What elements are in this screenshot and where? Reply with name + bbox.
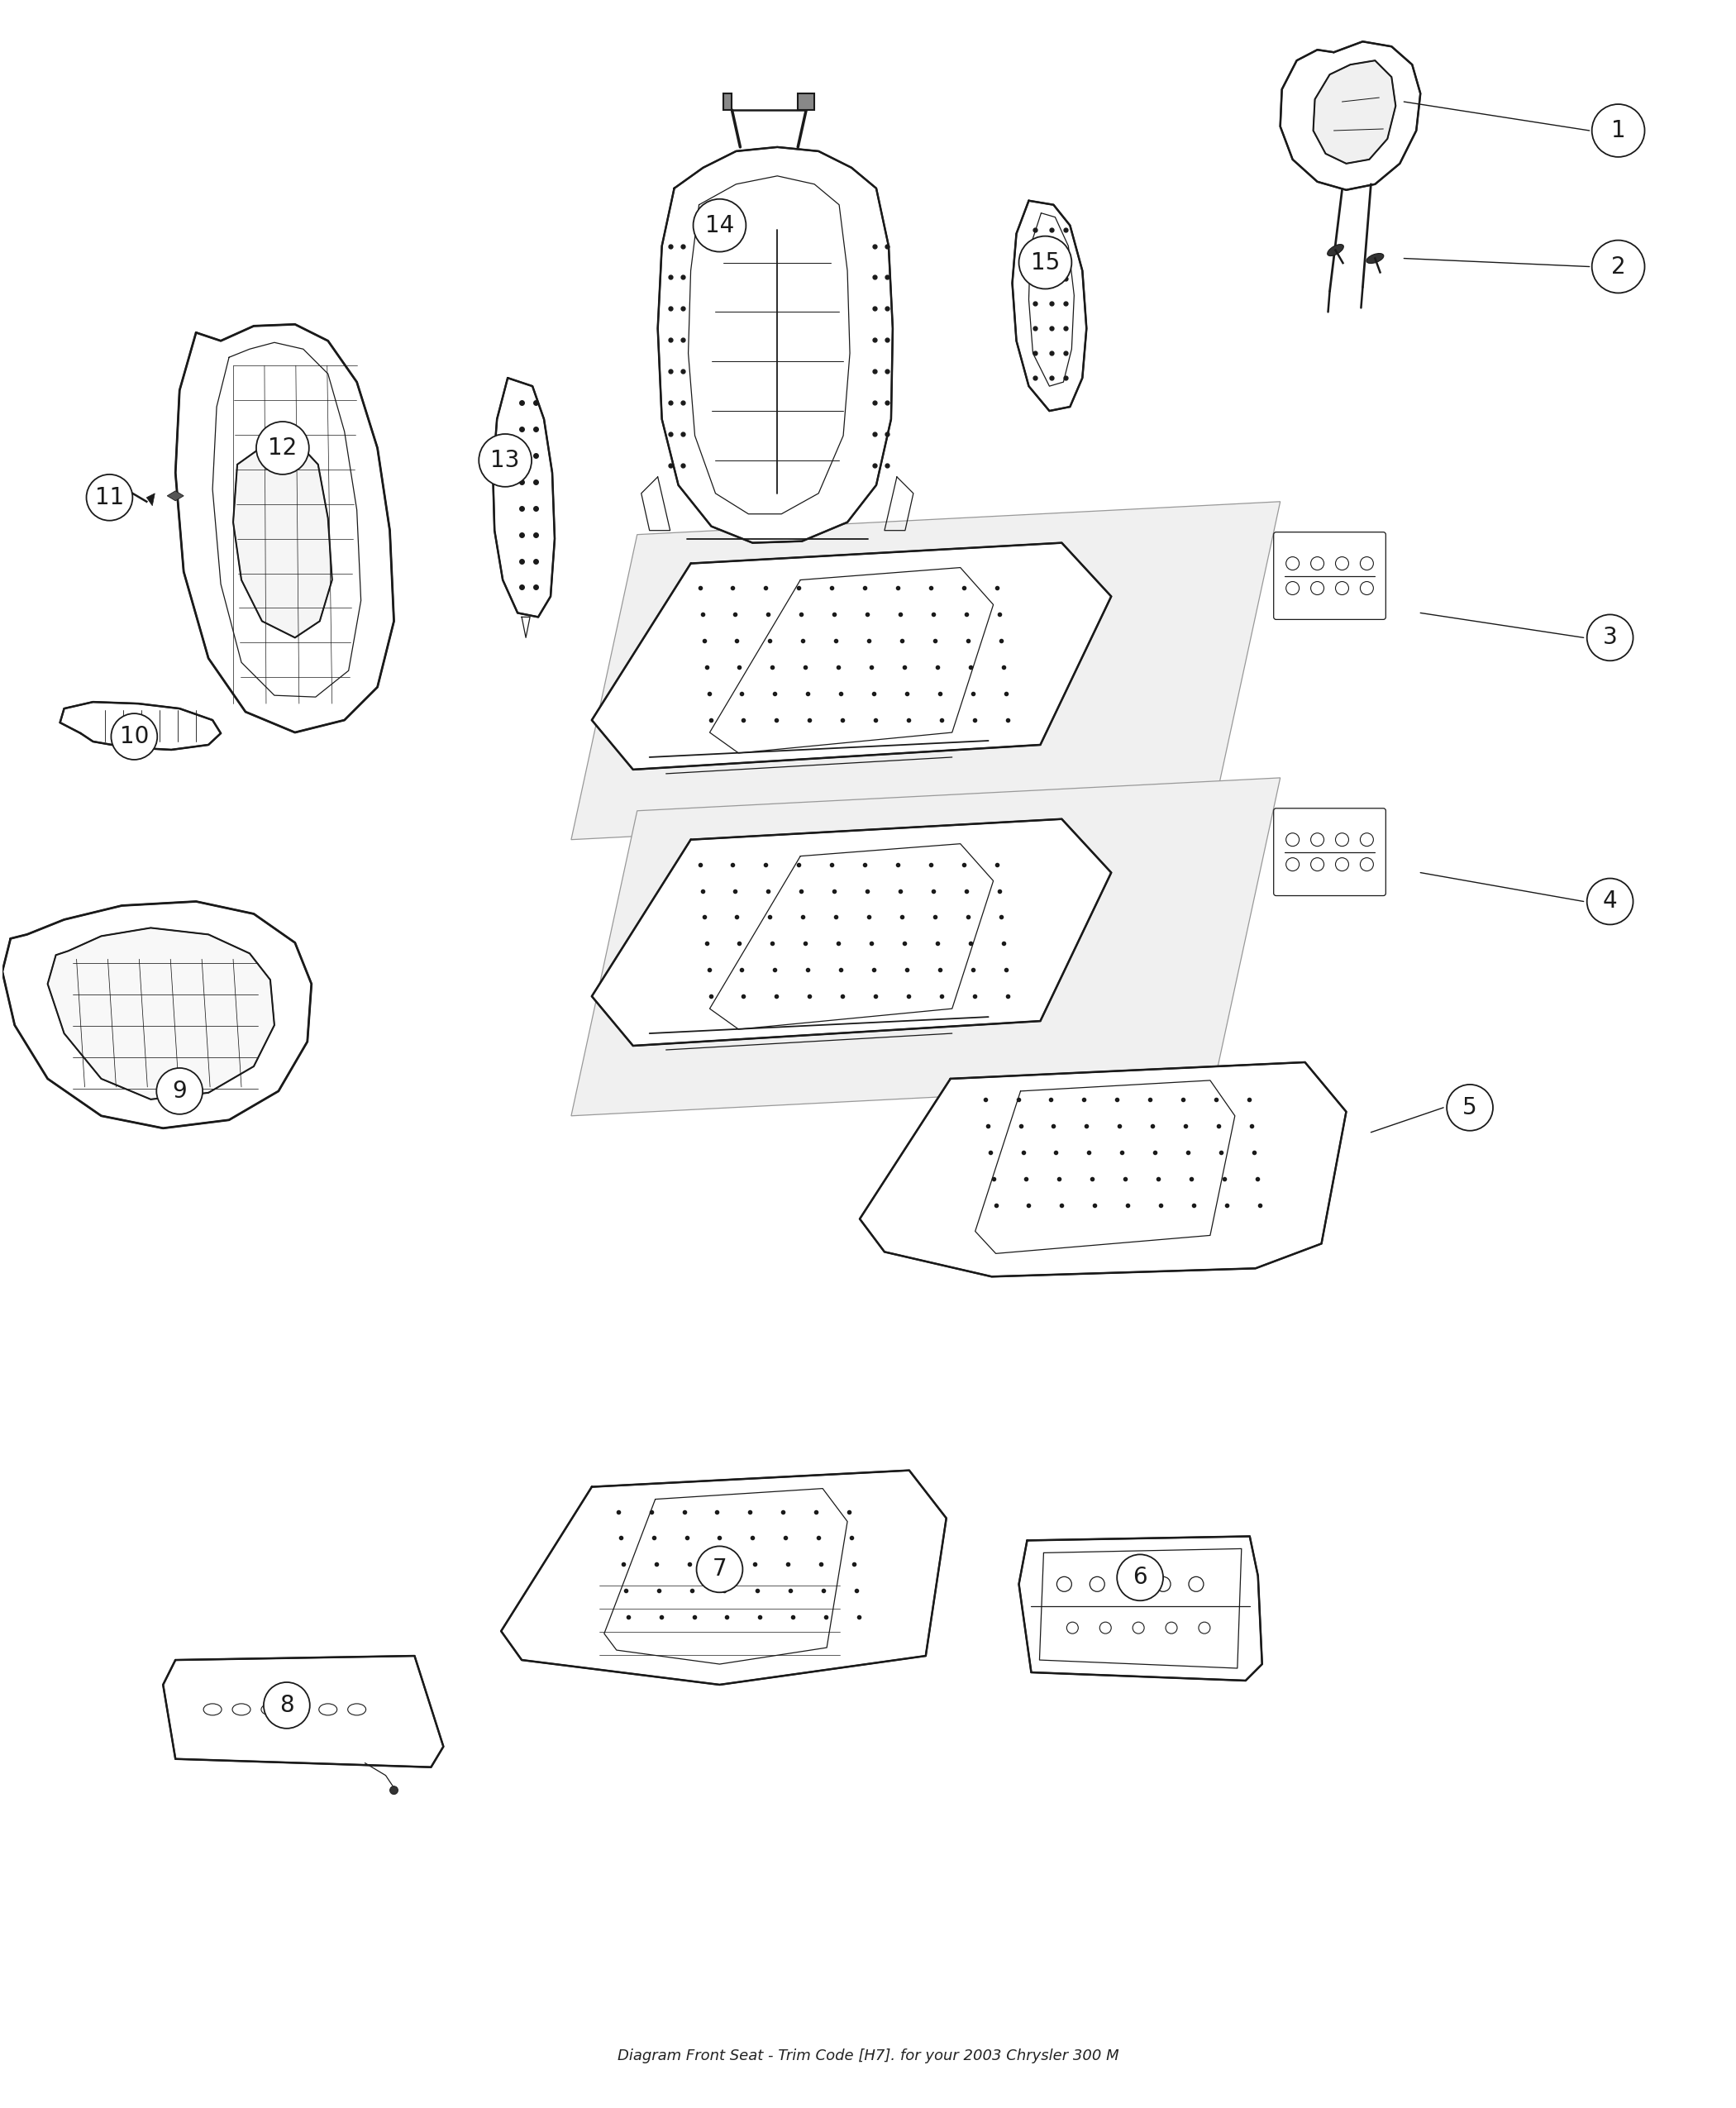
Ellipse shape — [1328, 245, 1344, 255]
Circle shape — [1156, 1577, 1170, 1592]
Polygon shape — [1019, 1537, 1262, 1680]
Polygon shape — [571, 502, 1279, 839]
Circle shape — [1090, 1577, 1104, 1592]
Circle shape — [1311, 858, 1325, 871]
Polygon shape — [1312, 61, 1396, 164]
Polygon shape — [1012, 200, 1087, 411]
Polygon shape — [859, 1062, 1345, 1277]
Circle shape — [95, 476, 122, 502]
Text: 15: 15 — [1031, 251, 1061, 274]
Text: 10: 10 — [120, 725, 149, 748]
Text: 5: 5 — [1463, 1096, 1477, 1119]
Circle shape — [696, 1545, 743, 1592]
FancyBboxPatch shape — [1274, 531, 1385, 620]
Polygon shape — [658, 148, 892, 544]
Text: Diagram Front Seat - Trim Code [H7]. for your 2003 Chrysler 300 M: Diagram Front Seat - Trim Code [H7]. for… — [618, 2049, 1118, 2064]
Circle shape — [87, 474, 132, 521]
Polygon shape — [175, 325, 394, 731]
Circle shape — [479, 434, 531, 487]
Circle shape — [1099, 1621, 1111, 1634]
Polygon shape — [233, 441, 332, 637]
Circle shape — [1592, 103, 1644, 156]
Polygon shape — [61, 702, 220, 750]
Text: 3: 3 — [1602, 626, 1618, 649]
Text: 9: 9 — [172, 1079, 187, 1102]
Text: 2: 2 — [1611, 255, 1625, 278]
Circle shape — [693, 198, 746, 251]
Ellipse shape — [1366, 253, 1384, 264]
Polygon shape — [592, 820, 1111, 1046]
Circle shape — [1446, 1084, 1493, 1130]
FancyBboxPatch shape — [1274, 807, 1385, 896]
Text: 12: 12 — [267, 436, 297, 460]
Circle shape — [1198, 1621, 1210, 1634]
Circle shape — [1189, 1577, 1203, 1592]
Ellipse shape — [290, 1703, 309, 1716]
Circle shape — [1165, 1621, 1177, 1634]
Polygon shape — [571, 778, 1279, 1115]
Text: 4: 4 — [1602, 890, 1618, 913]
Polygon shape — [1279, 42, 1420, 190]
Circle shape — [1335, 582, 1349, 594]
Ellipse shape — [203, 1703, 222, 1716]
Circle shape — [1311, 833, 1325, 845]
Circle shape — [257, 422, 309, 474]
Circle shape — [1335, 858, 1349, 871]
Circle shape — [111, 713, 158, 759]
Polygon shape — [163, 1657, 443, 1767]
Text: 11: 11 — [95, 487, 123, 508]
Polygon shape — [2, 902, 311, 1128]
Text: 14: 14 — [705, 213, 734, 236]
Ellipse shape — [233, 1703, 250, 1716]
Circle shape — [1132, 1621, 1144, 1634]
Text: 1: 1 — [1611, 118, 1625, 141]
Circle shape — [1361, 833, 1373, 845]
Circle shape — [1286, 582, 1299, 594]
Polygon shape — [724, 93, 733, 110]
Circle shape — [101, 483, 115, 495]
Text: 13: 13 — [491, 449, 519, 472]
Ellipse shape — [260, 1703, 279, 1716]
Ellipse shape — [319, 1703, 337, 1716]
Polygon shape — [592, 544, 1111, 769]
Circle shape — [1057, 1577, 1071, 1592]
Circle shape — [1335, 833, 1349, 845]
Circle shape — [1286, 833, 1299, 845]
Circle shape — [1116, 1554, 1163, 1600]
Text: 8: 8 — [279, 1693, 293, 1716]
Polygon shape — [146, 493, 155, 506]
Circle shape — [1019, 236, 1071, 289]
Circle shape — [1066, 1621, 1078, 1634]
Circle shape — [1335, 557, 1349, 569]
Polygon shape — [167, 491, 184, 502]
Circle shape — [1361, 557, 1373, 569]
Circle shape — [1311, 582, 1325, 594]
Circle shape — [1361, 858, 1373, 871]
Polygon shape — [502, 1471, 946, 1684]
Polygon shape — [799, 93, 814, 110]
Polygon shape — [47, 928, 274, 1100]
Text: 6: 6 — [1134, 1566, 1147, 1589]
Circle shape — [1587, 879, 1634, 925]
Circle shape — [264, 1682, 309, 1729]
Ellipse shape — [347, 1703, 366, 1716]
Circle shape — [1311, 557, 1325, 569]
Circle shape — [1361, 582, 1373, 594]
Circle shape — [1286, 858, 1299, 871]
Text: 7: 7 — [712, 1558, 727, 1581]
Circle shape — [1587, 616, 1634, 660]
Circle shape — [1286, 557, 1299, 569]
Circle shape — [1123, 1577, 1137, 1592]
Circle shape — [1592, 240, 1644, 293]
Polygon shape — [493, 377, 556, 618]
Circle shape — [156, 1069, 203, 1115]
Circle shape — [391, 1785, 398, 1794]
